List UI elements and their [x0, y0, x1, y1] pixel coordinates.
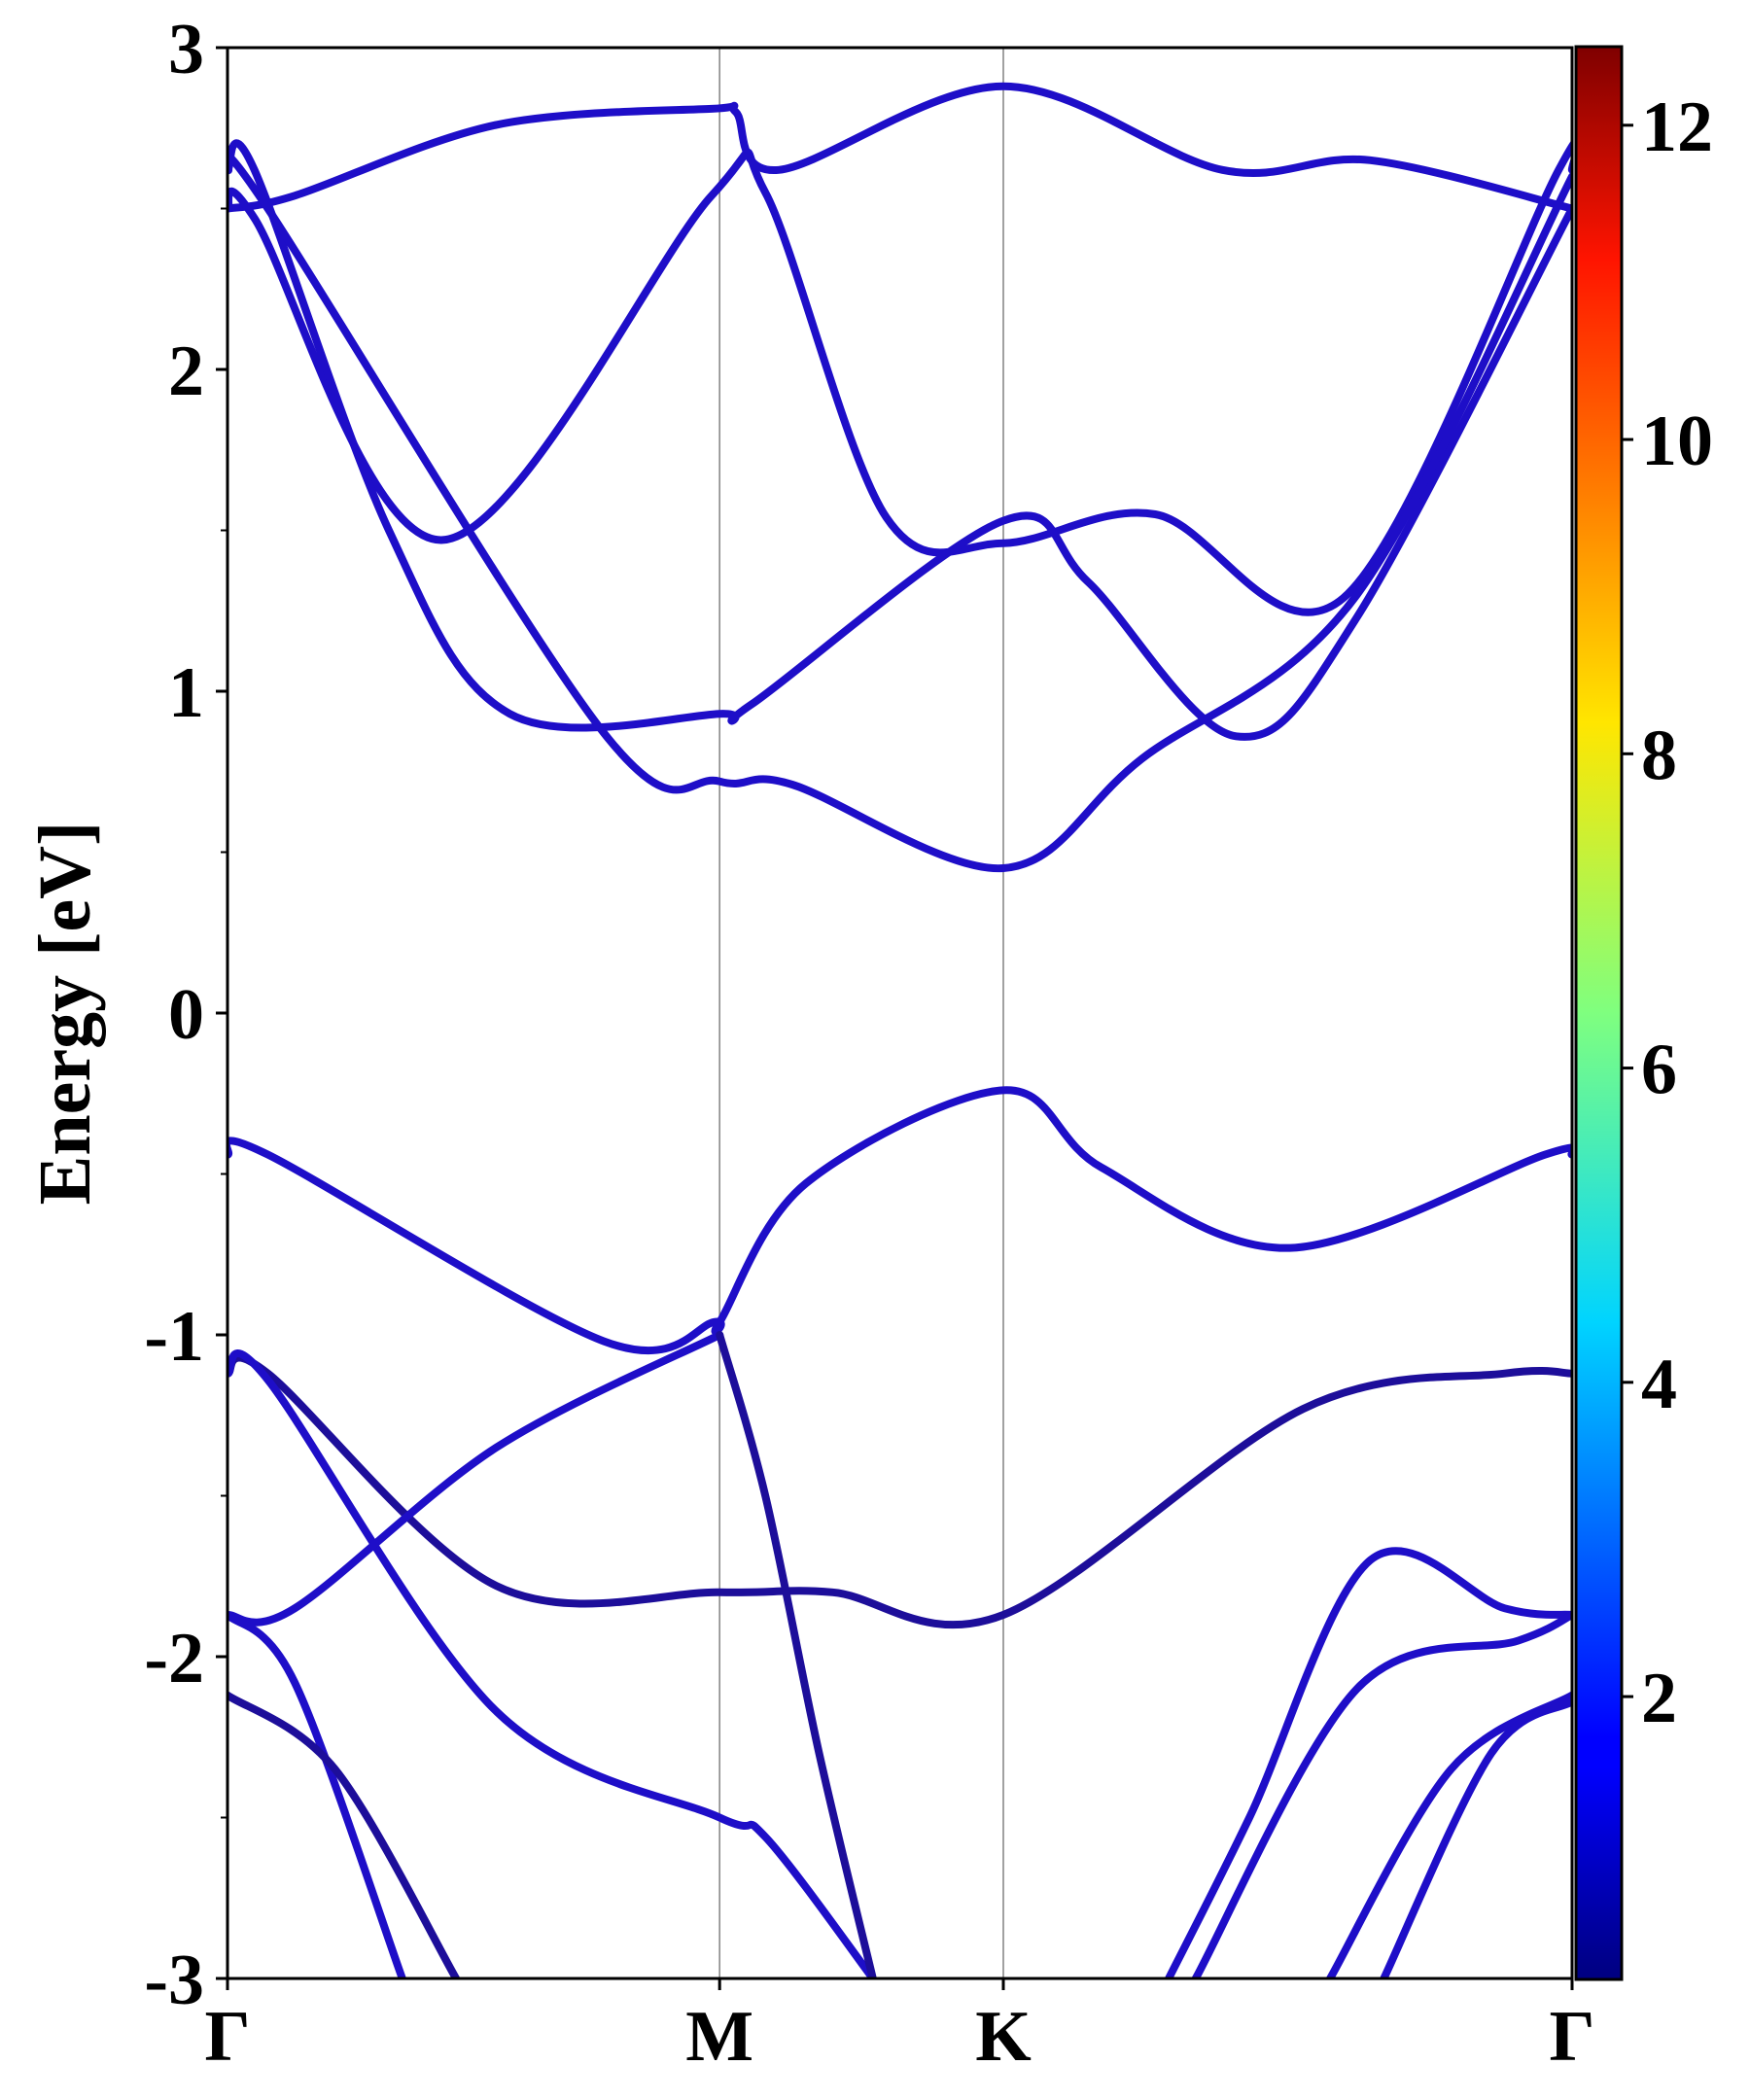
y-axis-label: Energy [eV]	[24, 822, 106, 1206]
kpoint-label: K	[975, 1997, 1032, 2077]
axes-frame	[226, 46, 1574, 1980]
band-vb-3a	[228, 1331, 724, 1627]
band-cb-top-b	[228, 139, 1572, 616]
band-vb-3b	[716, 1331, 877, 1978]
y-axis-ticks: -3 -2 -1 0 1 2 3	[144, 10, 228, 2020]
colorbar-tick-label: 10	[1641, 402, 1713, 481]
colorbar-tick-label: 12	[1641, 88, 1713, 167]
y-tick-label: 3	[168, 10, 204, 89]
y-tick-label: -2	[144, 1619, 204, 1698]
y-tick-label: -3	[144, 1941, 204, 2020]
colorbar-tick-label: 2	[1641, 1659, 1677, 1738]
colorbar: 2 4 6 8 10 12	[1574, 45, 1713, 1981]
kpoint-label: Γ	[1549, 1997, 1594, 2077]
band-series-group	[228, 82, 1572, 1978]
y-tick-label: -1	[144, 1297, 204, 1377]
y-tick-label: 0	[168, 975, 204, 1055]
kpoint-divider-lines	[718, 48, 1004, 1978]
colorbar-tick-label: 8	[1641, 716, 1677, 795]
y-tick-label: 2	[168, 332, 204, 411]
plot-border	[226, 46, 1574, 1980]
band-vb-top	[228, 1086, 1572, 1355]
colorbar-gradient	[1574, 45, 1624, 1981]
band-vb-5a	[228, 1611, 406, 1978]
band-vb-5b	[228, 1691, 461, 1978]
kpoint-label: M	[685, 1997, 753, 2077]
band-cb-mid-a	[228, 139, 1572, 741]
band-cb-top-a	[228, 82, 1572, 213]
colorbar-tick-label: 6	[1641, 1031, 1677, 1110]
band-vb-6b	[1380, 1698, 1572, 1978]
band-vb-4a	[1165, 1547, 1572, 1978]
colorbar-tick-label: 4	[1641, 1345, 1677, 1424]
kpoint-label: Γ	[204, 1997, 250, 2077]
band-vb-4b	[1191, 1611, 1572, 1978]
y-tick-label: 1	[168, 653, 204, 733]
band-cb-low	[228, 152, 1572, 873]
band-vb-2b	[228, 1349, 877, 1978]
band-vb-2a	[228, 1353, 1572, 1629]
